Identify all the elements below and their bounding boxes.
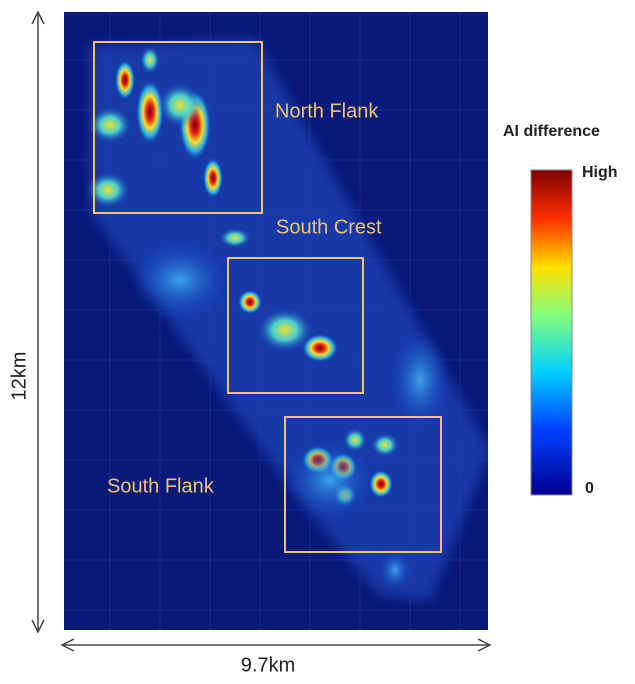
region-label: South Crest [276, 216, 382, 238]
colorbar-high: High [582, 164, 618, 181]
page: North Flank South Crest South Flank 12km… [0, 0, 635, 684]
width-label: 9.7km [241, 654, 295, 676]
colorbar: AI difference High 0 [503, 123, 618, 497]
colorbar-scale [531, 170, 572, 495]
region-label: South Flank [107, 475, 215, 497]
map: North Flank South Crest South Flank [64, 12, 490, 630]
figure: North Flank South Crest South Flank 12km… [0, 0, 635, 679]
colorbar-title: AI difference [503, 123, 600, 140]
height-label: 12km [8, 352, 30, 401]
region-label: North Flank [275, 100, 379, 122]
colorbar-low: 0 [585, 480, 594, 497]
